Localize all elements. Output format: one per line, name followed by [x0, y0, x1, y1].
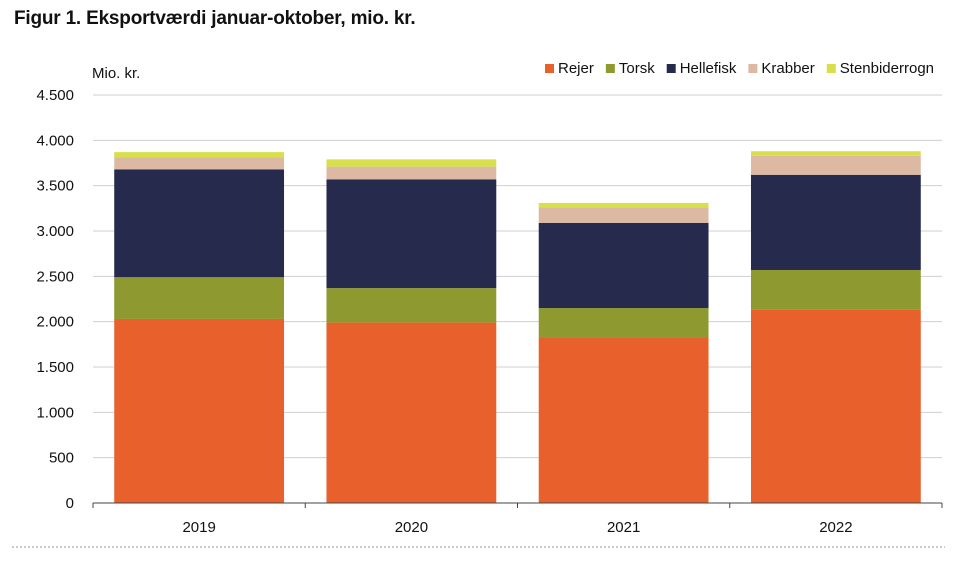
x-tick-label: 2021	[607, 519, 640, 536]
y-tick-label: 500	[49, 450, 74, 467]
legend-label: Rejer	[558, 60, 594, 77]
legend: Rejer Torsk Hellefisk Krabber Stenbiderrogn	[545, 60, 934, 77]
legend-label: Stenbiderrogn	[840, 60, 934, 77]
legend-item-torsk: Torsk	[605, 60, 655, 77]
legend-swatch	[605, 64, 615, 73]
legend-item-hellefisk: Hellefisk	[666, 60, 737, 77]
y-axis-ticks: 0 500 1.000 1.500 2.000 2.500 3.000 3.500 4.000 4…	[36, 87, 74, 512]
legend-item-stenbiderrogn: Stenbiderrogn	[826, 60, 934, 77]
legend-swatch	[545, 64, 554, 73]
bar-segment-stenbiderrogn-2019	[114, 152, 285, 158]
bar-segment-torsk-2019	[114, 277, 285, 319]
bar-segment-stenbiderrogn-2020	[326, 159, 497, 167]
x-tick-label: 2022	[819, 519, 852, 536]
bar-segment-rejer-2020	[326, 322, 497, 503]
legend-item-krabber: Krabber	[748, 60, 815, 77]
bar-segment-stenbiderrogn-2022	[750, 151, 921, 156]
legend-swatch	[666, 64, 676, 73]
legend-swatch	[748, 64, 758, 73]
bar-segment-torsk-2020	[326, 288, 497, 323]
legend-label: Hellefisk	[680, 60, 737, 77]
bar-stack-2022	[750, 151, 921, 503]
bar-segment-torsk-2021	[538, 308, 709, 338]
y-tick-label: 3.000	[36, 223, 74, 240]
x-tick-label: 2020	[395, 519, 428, 536]
legend-label: Krabber	[761, 60, 814, 77]
bar-segment-hellefisk-2021	[538, 222, 709, 309]
bar-segment-torsk-2022	[750, 269, 921, 310]
y-tick-label: 0	[66, 495, 74, 512]
bar-segment-krabber-2021	[538, 207, 709, 223]
bar-segment-krabber-2020	[326, 166, 497, 180]
bars	[114, 151, 921, 503]
bar-segment-rejer-2019	[114, 318, 285, 503]
bar-segment-hellefisk-2022	[750, 174, 921, 270]
y-axis-unit-label: Mio. kr.	[92, 65, 140, 82]
bar-segment-stenbiderrogn-2021	[538, 202, 709, 208]
y-tick-label: 2.500	[36, 268, 74, 285]
bar-stack-2021	[538, 202, 709, 503]
bar-stack-2019	[114, 152, 285, 503]
bar-segment-hellefisk-2019	[114, 169, 285, 278]
y-tick-label: 1.000	[36, 404, 74, 421]
bar-stack-2020	[326, 159, 497, 503]
legend-item-rejer: Rejer	[545, 60, 594, 77]
bar-segment-krabber-2022	[750, 155, 921, 175]
bar-segment-rejer-2021	[538, 337, 709, 503]
x-tick-label: 2019	[182, 519, 215, 536]
y-tick-label: 3.500	[36, 178, 74, 195]
bar-segment-rejer-2022	[750, 309, 921, 503]
bar-segment-hellefisk-2020	[326, 179, 497, 289]
y-tick-label: 2.000	[36, 314, 74, 331]
legend-label: Torsk	[619, 60, 655, 77]
y-tick-label: 4.500	[36, 87, 74, 104]
bar-segment-krabber-2019	[114, 157, 285, 170]
legend-swatch	[826, 64, 836, 73]
x-axis: 2019 2020 2021 2022	[92, 502, 943, 536]
chart-title: Figur 1. Eksportværdi januar-oktober, mi…	[14, 8, 416, 29]
y-tick-label: 4.000	[36, 132, 74, 149]
y-tick-label: 1.500	[36, 359, 74, 376]
